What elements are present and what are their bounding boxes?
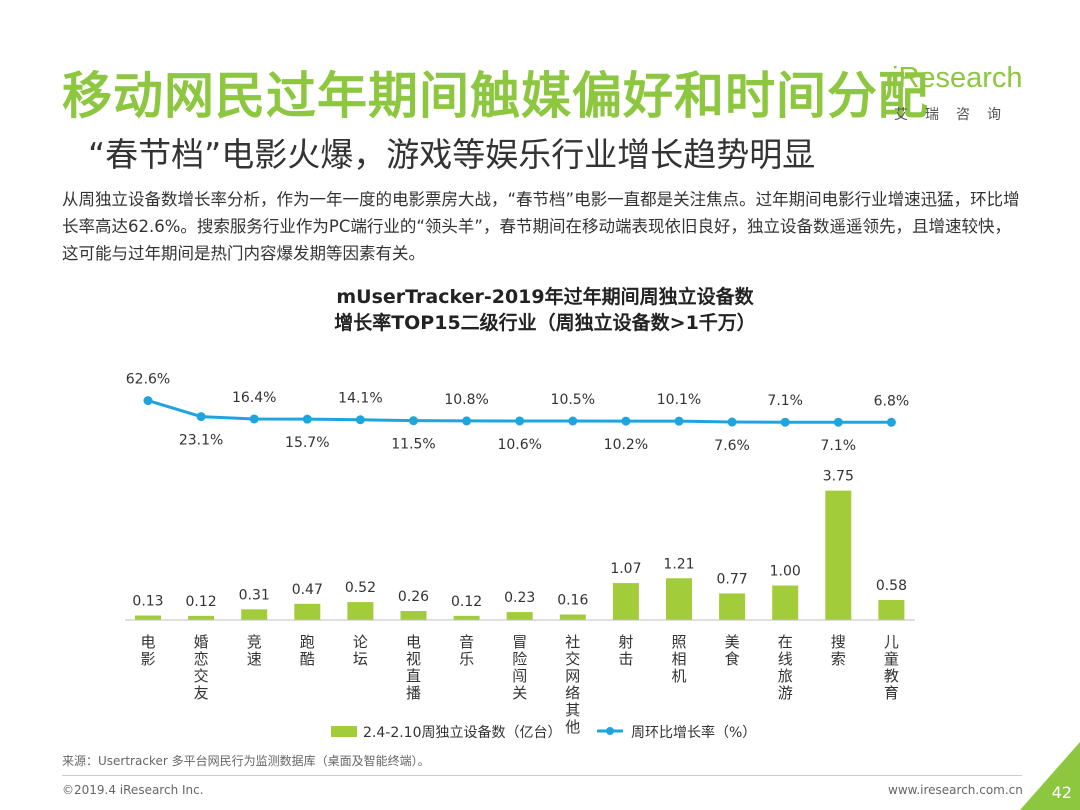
growth-value-label: 10.2% [604,437,648,453]
growth-value-label: 10.1% [657,392,701,408]
bar [241,609,268,620]
growth-value-label: 16.4% [232,390,276,406]
bar [772,585,799,620]
footer-divider [62,775,1022,776]
source-note: 来源：Usertracker 多平台网民行为监测数据库（桌面及智能终端）。 [62,754,430,768]
growth-value-label: 14.1% [338,391,382,407]
legend-line-label: 周环比增长率（%） [631,724,756,741]
bar [347,602,374,620]
category-label: 社交网络其他 [565,633,580,736]
growth-value-label: 11.5% [391,437,435,453]
category-label: 电影 [140,633,155,668]
copyright: ©2019.4 iResearch Inc. [62,783,204,797]
bar-value-label: 0.16 [557,592,588,608]
category-label: 美食 [725,633,740,668]
growth-value-label: 7.1% [821,438,857,454]
bar-value-label: 0.58 [876,578,907,594]
growth-point [143,396,153,406]
growth-point [621,416,631,426]
bar [719,593,746,620]
growth-value-label: 15.7% [285,435,329,451]
category-label: 照相机 [671,633,686,685]
category-label: 竞速 [247,633,262,668]
growth-value-label: 10.5% [551,392,595,408]
legend-line-marker [606,727,614,735]
bar [612,583,639,620]
website-link[interactable]: www.iresearch.com.cn [888,783,1023,797]
bar-value-label: 0.26 [398,589,429,605]
growth-point [249,414,259,424]
bar-value-label: 0.77 [717,571,748,587]
bar [135,615,161,620]
category-label: 跑酷 [300,633,315,668]
legend-bar-label: 2.4-2.10周独立设备数（亿台） [363,724,562,741]
category-label: 婚恋交友 [194,633,209,702]
bar-value-label: 0.12 [186,594,217,610]
bar [878,599,905,620]
bar-value-label: 3.75 [823,469,854,485]
growth-value-label: 7.6% [714,438,750,454]
category-label: 论坛 [353,633,368,668]
bar-value-label: 0.52 [345,580,376,596]
growth-value-label: 10.6% [497,437,541,453]
growth-point [568,416,578,426]
category-label: 冒险闯关 [512,633,527,702]
bar [188,615,215,620]
page-number: 42 [1051,783,1072,802]
growth-point [409,416,418,426]
corner-accent [1020,742,1080,810]
growth-point [833,417,843,427]
growth-value-label: 10.8% [444,392,488,408]
slide-title: 移动网民过年期间触媒偏好和时间分配 [62,67,929,125]
summary-paragraph: 从周独立设备数增长率分析，作为一年一度的电影票房大战，“春节档”电影一直都是关注… [62,190,1020,263]
bar [294,603,321,620]
growth-point [462,416,472,426]
growth-value-label: 6.8% [874,393,910,409]
growth-point [515,416,525,426]
growth-point [302,414,312,424]
logo-wordmark: iResearch [892,62,1023,94]
bar [453,615,480,620]
slide-subtitle: “春节档”电影火爆，游戏等娱乐行业增长趋势明显 [88,135,816,174]
category-label: 在线旅游 [778,633,793,702]
bar-value-label: 0.23 [504,590,535,606]
bar [825,490,852,620]
chart-title: mUserTracker-2019年过年期间周独立设备数 [336,286,754,308]
bar-value-label: 1.21 [663,556,694,572]
bar [506,612,533,620]
bar-value-label: 0.13 [132,594,163,610]
bar [400,611,427,620]
growth-value-label: 62.6% [126,372,170,388]
category-label: 儿童教育 [884,633,899,702]
bar [559,614,586,620]
bar-value-label: 1.00 [770,564,801,580]
growth-point [674,416,684,426]
bar-value-label: 0.31 [239,587,270,603]
growth-point [727,417,737,427]
chart-title-block: mUserTracker-2019年过年期间周独立设备数 增长率TOP15二级行… [250,284,840,336]
bar-value-label: 0.12 [451,594,482,610]
category-label: 搜索 [831,633,846,668]
category-label: 电视直播 [406,633,421,702]
combo-chart: 0.13 0.12 0.31 0.47 0.52 0.26 0.12 0.23 0.16 1.07… [125,372,915,741]
logo-subtext: 艾瑞咨询 [894,107,1018,123]
growth-point [196,412,206,422]
growth-value-label: 7.1% [767,393,803,409]
chart-subtitle: 增长率TOP15二级行业（周独立设备数>1千万） [334,312,756,334]
category-label: 射击 [618,633,633,668]
legend-bar-swatch [331,726,357,737]
growth-value-label: 23.1% [179,433,223,449]
bar-value-label: 0.47 [292,582,323,598]
growth-point [355,415,365,425]
growth-point [780,417,790,427]
iresearch-logo: iResearch 艾瑞咨询 [892,56,1024,126]
growth-point [886,417,896,427]
bar [666,578,692,620]
bar-value-label: 1.07 [610,561,641,577]
category-label: 音乐 [459,633,474,668]
